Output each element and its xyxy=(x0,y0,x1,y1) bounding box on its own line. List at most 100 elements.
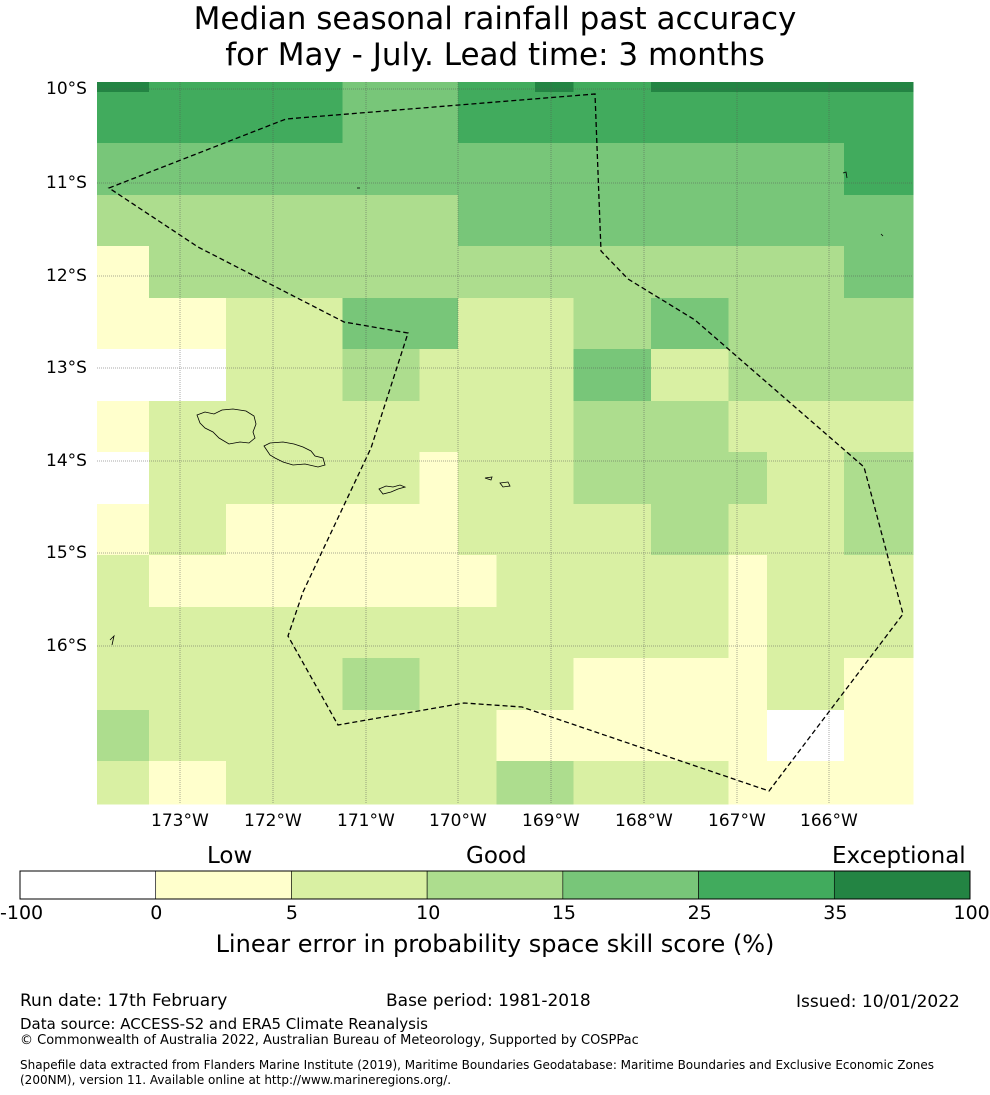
heatmap-cell xyxy=(728,452,768,505)
colorbar-tick-label: 100 xyxy=(953,902,990,924)
heatmap-cell xyxy=(767,452,806,505)
heatmap-cell xyxy=(458,555,497,608)
heatmap-cell xyxy=(458,607,497,659)
heatmap-cell xyxy=(304,761,343,805)
island-tau xyxy=(499,481,511,488)
heatmap-cell xyxy=(496,349,536,402)
heatmap-cell xyxy=(844,555,914,608)
heatmap-cell xyxy=(844,246,914,299)
heatmap-cell xyxy=(458,504,497,556)
heatmap-cell xyxy=(342,143,382,196)
heatmap-cell xyxy=(651,555,691,608)
heatmap-cell xyxy=(651,246,691,299)
heatmap-cell xyxy=(573,143,613,196)
heatmap-cell xyxy=(458,658,497,711)
heatmap-cell xyxy=(805,82,845,93)
heatmap-cell xyxy=(805,658,845,711)
heatmap-cell xyxy=(496,401,536,453)
heatmap-cell xyxy=(651,349,691,402)
heatmap-cell xyxy=(805,246,845,299)
heatmap-cell xyxy=(844,607,914,659)
heatmap-cell xyxy=(458,401,497,453)
heatmap-cell xyxy=(535,246,574,299)
shapefile-credit-line-1: Shapefile data extracted from Flanders M… xyxy=(20,1058,935,1072)
heatmap-cell xyxy=(304,349,343,402)
heatmap-cell xyxy=(496,607,536,659)
heatmap-cell xyxy=(342,761,382,805)
heatmap-cell xyxy=(767,349,806,402)
heatmap-cell xyxy=(187,710,227,762)
heatmap-cell xyxy=(187,658,227,711)
heatmap-cell xyxy=(728,710,768,762)
heatmap-cell xyxy=(226,246,266,299)
heatmap-cell xyxy=(612,761,652,805)
heatmap-cell xyxy=(612,658,652,711)
heatmap-cell xyxy=(496,298,536,350)
heatmap-cell xyxy=(226,658,266,711)
heatmap-cell xyxy=(728,82,768,93)
heatmap-cell xyxy=(573,761,613,805)
heatmap-cell xyxy=(419,607,459,659)
heatmap-cell xyxy=(690,710,729,762)
heatmap-cell xyxy=(535,607,574,659)
heatmap-cell xyxy=(187,349,227,402)
heatmap-cell xyxy=(805,195,845,247)
heatmap-cell xyxy=(767,246,806,299)
heatmap-cell xyxy=(573,452,613,505)
colorbar-segment xyxy=(833,870,971,900)
heatmap-cell xyxy=(573,607,613,659)
heatmap-cell xyxy=(496,143,536,196)
base-period: Base period: 1981-2018 xyxy=(386,991,591,1011)
heatmap-cell xyxy=(97,143,150,196)
heatmap-cell xyxy=(419,298,459,350)
heatmap-cell xyxy=(535,555,574,608)
heatmap-cell xyxy=(767,710,806,762)
heatmap-cell xyxy=(226,710,266,762)
longitude-label: 173°W xyxy=(151,811,209,831)
heatmap-cell xyxy=(535,710,574,762)
chart-title-line-1: Median seasonal rainfall past accuracy xyxy=(193,1,797,37)
heatmap-cell xyxy=(728,349,768,402)
heatmap-cell xyxy=(651,195,691,247)
heatmap-cell xyxy=(265,246,305,299)
heatmap-cell xyxy=(381,92,420,144)
heatmap-cell xyxy=(651,504,691,556)
heatmap-cell xyxy=(728,246,768,299)
heatmap-cell xyxy=(381,298,420,350)
heatmap-cell xyxy=(458,195,497,247)
heatmap-cell xyxy=(458,82,497,93)
heatmap-cell xyxy=(458,761,497,805)
heatmap-cell xyxy=(535,504,574,556)
heatmap-cell xyxy=(496,658,536,711)
heatmap-cell xyxy=(265,349,305,402)
heatmap-cell xyxy=(381,401,420,453)
chart-title-line-2: for May - July. Lead time: 3 months xyxy=(225,37,765,73)
longitude-label: 166°W xyxy=(800,811,858,831)
heatmap-cell xyxy=(265,761,305,805)
longitude-label: 169°W xyxy=(522,811,580,831)
heatmap-cell xyxy=(304,607,343,659)
latitude-label: 16°S xyxy=(46,636,87,656)
heatmap-cell xyxy=(226,92,266,144)
heatmap-cell xyxy=(265,82,305,93)
heatmap-cell xyxy=(149,452,188,505)
heatmap-cell xyxy=(304,555,343,608)
heatmap-cell xyxy=(381,710,420,762)
heatmap-cell xyxy=(496,761,536,805)
latitude-label: 10°S xyxy=(46,79,87,99)
heatmap-cell xyxy=(805,349,845,402)
heatmap-cell xyxy=(844,761,914,805)
land-outlines xyxy=(109,171,884,646)
heatmap-cell xyxy=(767,504,806,556)
heatmap-cell xyxy=(458,246,497,299)
colorbar-segment xyxy=(155,870,292,900)
heatmap-cell xyxy=(97,401,150,453)
heatmap-cell xyxy=(458,298,497,350)
heatmap-cell xyxy=(535,143,574,196)
heatmap-cell xyxy=(419,195,459,247)
heatmap-cell xyxy=(97,195,150,247)
island-upolu xyxy=(263,441,326,468)
heatmap-cell xyxy=(535,298,574,350)
heatmap-cell xyxy=(573,92,613,144)
heatmap-cell xyxy=(187,761,227,805)
